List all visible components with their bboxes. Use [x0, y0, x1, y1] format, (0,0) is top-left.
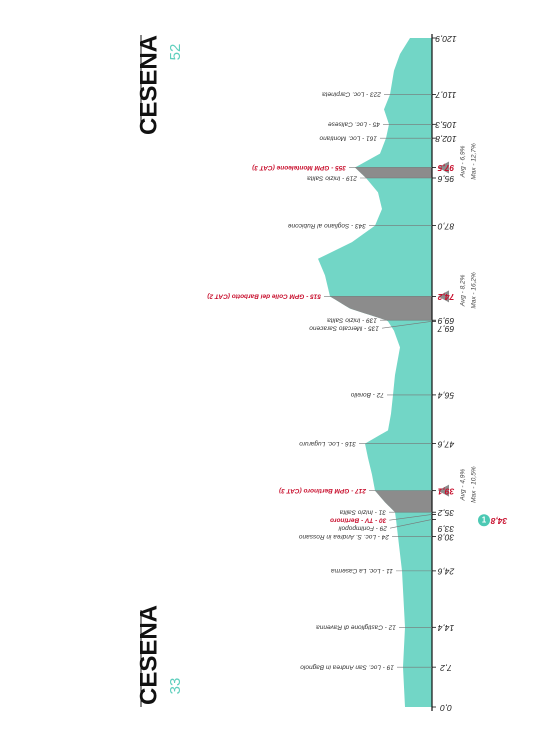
- climb-max: Max - 10,5%: [471, 466, 478, 503]
- climb-area: [330, 296, 432, 321]
- climb-max: Max - 16,2%: [471, 272, 478, 309]
- km-label: 0,0: [440, 703, 452, 713]
- waypoint-name: 24 - Loc. S. Andrea in Rossano: [299, 533, 390, 540]
- start-altitude: 33: [167, 678, 184, 695]
- climb-max: Max - 12,7%: [471, 143, 478, 180]
- waypoint-name: 219 - Inizio Salita: [307, 174, 358, 181]
- climb-marker: [438, 290, 449, 303]
- km-label: 24,6: [437, 567, 455, 577]
- km-label: 33,9: [437, 524, 454, 534]
- km-label: 34,8: [490, 516, 507, 526]
- climb-avg: Avg - 6,9%: [460, 145, 467, 178]
- finish-altitude: 52: [167, 44, 184, 61]
- climb-avg: Avg - 8,2%: [460, 274, 467, 307]
- climb-area: [375, 490, 432, 513]
- sprint-marker: [478, 514, 490, 527]
- waypoint-line: [389, 519, 433, 529]
- waypoint-name: 355 - GPM Monteleone (CAT 3): [252, 164, 346, 171]
- waypoint-name: 161 - Loc. Montiano: [319, 134, 377, 141]
- km-label: 74,2: [437, 292, 454, 302]
- km-label: 110,7: [435, 90, 456, 100]
- waypoint-name: 45 - Loc. Calisese: [328, 121, 380, 128]
- finish-name: CESENA: [135, 35, 162, 135]
- waypoint-name: 31 - Inizio Salita: [339, 509, 386, 516]
- km-label: 39,1: [437, 486, 454, 496]
- km-label: 97,5: [437, 163, 454, 173]
- climb-marker: [438, 484, 449, 497]
- km-label: 7,2: [440, 663, 452, 673]
- km-label: 102,8: [435, 134, 457, 144]
- km-label: 56,4: [437, 391, 454, 401]
- profile-area: [318, 38, 432, 707]
- waypoint-name: 11 - Loc. La Caserma: [331, 567, 393, 574]
- km-label: 105,3: [435, 120, 457, 130]
- km-label: 87,0: [437, 221, 454, 231]
- km-label: 30,8: [437, 532, 454, 542]
- waypoint-name: 223 - Loc. Carpineta: [322, 91, 382, 98]
- waypoint-name: 316 - Loc. Lugaruro: [299, 440, 356, 447]
- waypoint-line: [381, 321, 433, 329]
- waypoint-name: 29 - Forlimpopoli: [338, 525, 388, 532]
- waypoint-line: [389, 514, 433, 521]
- climb-marker: [438, 161, 449, 174]
- waypoint-name: 343 - Sogliano al Rubicone: [288, 222, 366, 229]
- waypoint-name: 139 - Inizio Salita: [327, 316, 377, 323]
- waypoint-name: 72 - Borello: [350, 391, 384, 398]
- waypoint-name: 19 - Loc. San Andrea in Bagnolo: [300, 663, 394, 670]
- km-label: 120,9: [435, 34, 457, 44]
- km-label: 69,9: [437, 316, 454, 326]
- km-label: 35,2: [437, 508, 454, 518]
- sprint-marker-label: 1: [482, 515, 487, 524]
- climb-area: [355, 167, 432, 178]
- km-label: 95,6: [437, 174, 454, 184]
- km-label: 14,4: [437, 623, 454, 633]
- waypoint-name: 30 - TV - Bertinoro: [330, 517, 386, 524]
- climb-avg: Avg - 4,9%: [460, 469, 467, 502]
- waypoint-name: 217 - GPM Bertinoro (CAT 3): [279, 487, 367, 494]
- waypoint-name: 12 - Castiglione di Ravenna: [316, 624, 396, 631]
- km-label: 47,6: [437, 439, 454, 449]
- start-name: CESENA: [135, 605, 162, 705]
- waypoint-name: 135 - Mercato Saraceno: [309, 324, 379, 331]
- km-label: 69,7: [437, 324, 454, 334]
- waypoint-name: 515 - GPM Colle dei Barbotto (CAT 2): [207, 293, 321, 300]
